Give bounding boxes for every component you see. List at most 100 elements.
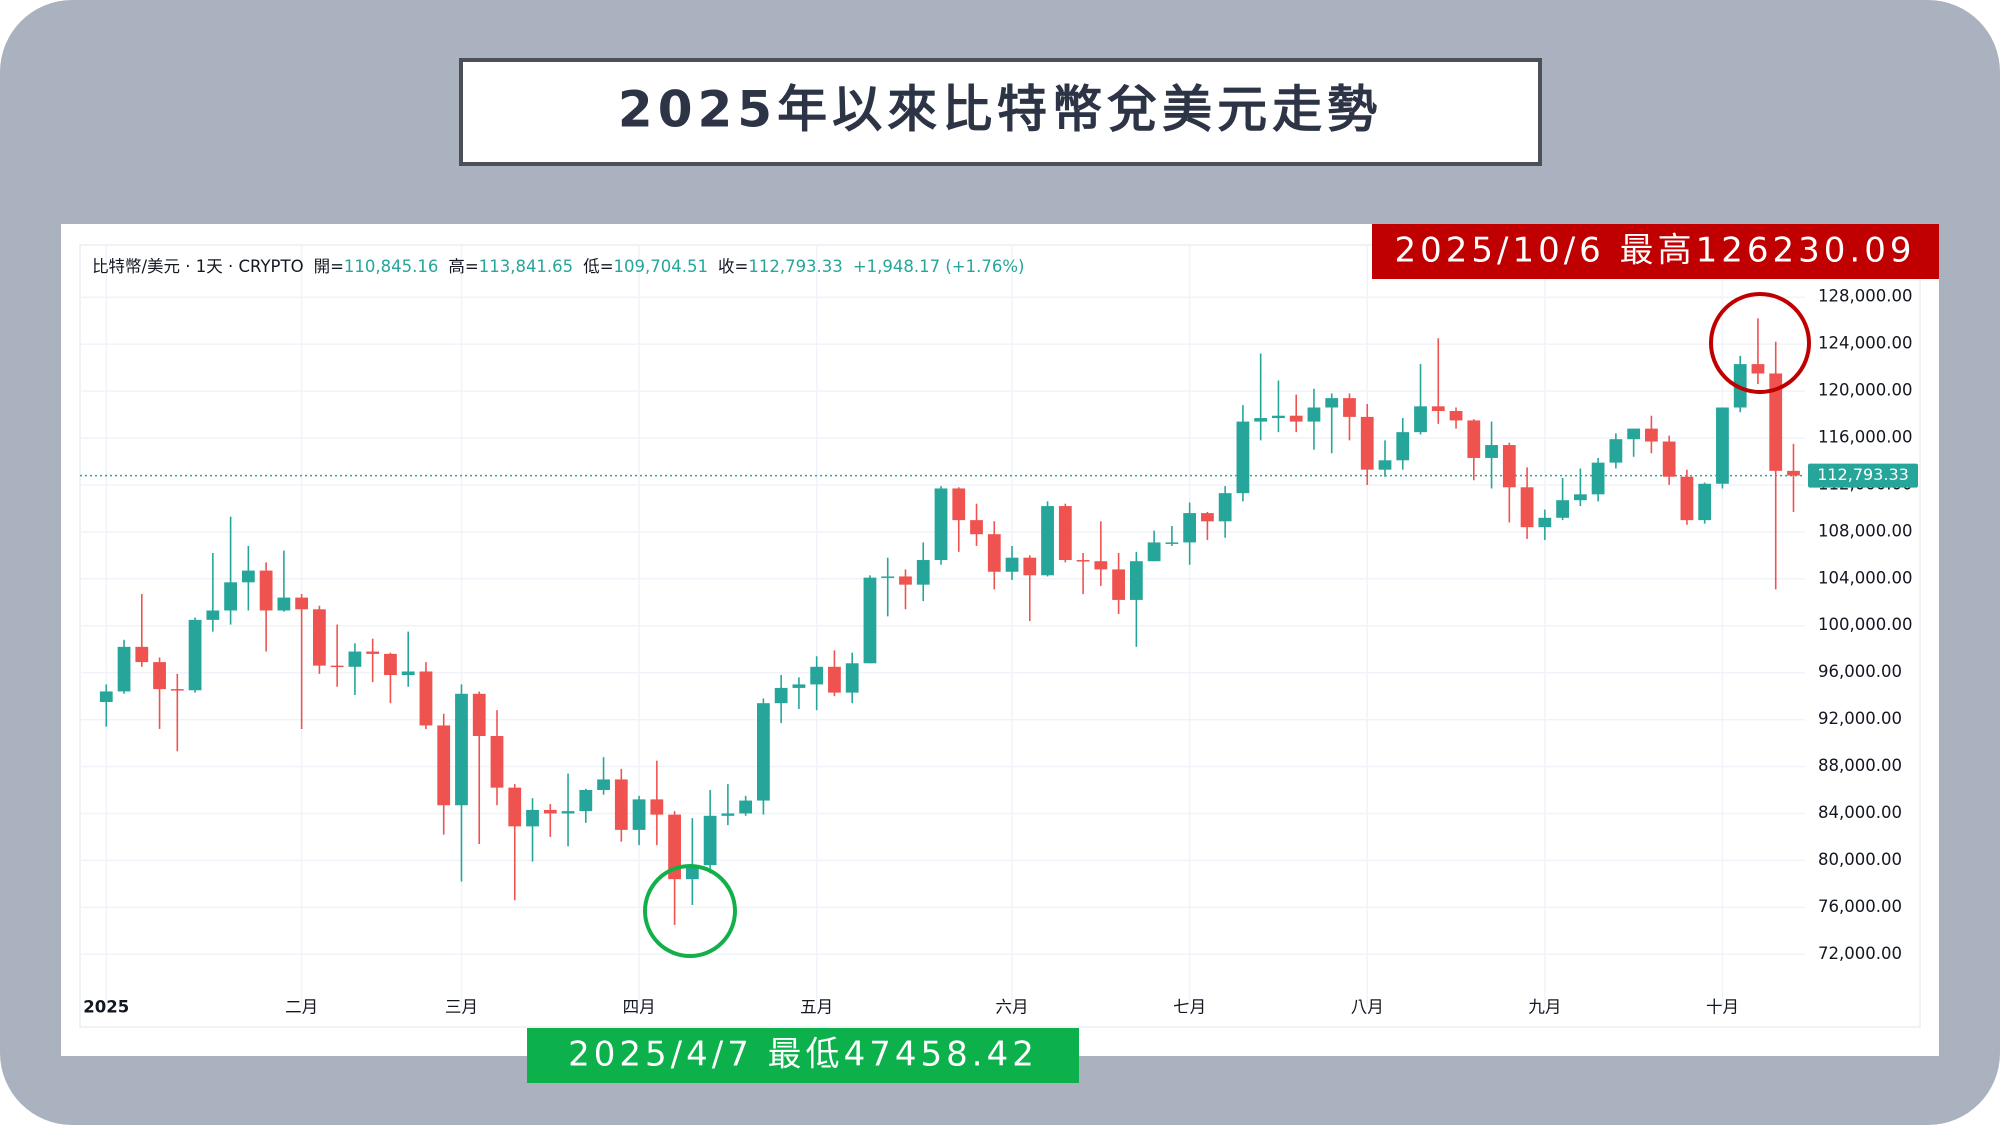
title: 2025年以來比特幣兌美元走勢 <box>618 81 1382 139</box>
candle-body <box>1360 416 1374 470</box>
legend-label: 開= <box>314 257 344 276</box>
low-annotation: 2025/4/7 最低47458.42 <box>568 1035 1038 1075</box>
candle-body <box>384 653 397 676</box>
chart-panel <box>61 224 1939 1056</box>
x-tick-label: 2025 <box>83 998 129 1017</box>
y-tick-label: 116,000.00 <box>1818 428 1912 447</box>
candle-body <box>472 693 486 737</box>
candle-body <box>490 736 504 788</box>
candle-body <box>1556 500 1569 518</box>
candle-body <box>117 646 131 692</box>
candle-body <box>1751 364 1765 374</box>
candle-body <box>721 813 735 816</box>
candle-body <box>614 779 628 830</box>
candle-body <box>1573 494 1587 501</box>
candle-body <box>1716 407 1729 484</box>
candle-body <box>170 689 184 691</box>
high-annotation-box <box>1372 224 1939 279</box>
y-tick-label: 76,000.00 <box>1818 897 1902 916</box>
plot <box>80 245 1805 1007</box>
legend-change: +1,948.17 (+1.76%) <box>853 257 1025 276</box>
candle-body <box>1396 432 1410 461</box>
x-tick-label: 五月 <box>800 998 833 1017</box>
last-price-box <box>1808 463 1918 488</box>
plot-frame <box>79 244 1921 1028</box>
candle-body <box>685 865 699 880</box>
title-box <box>459 58 1542 166</box>
legend-value: 109,704.51 <box>614 257 708 276</box>
candle-body <box>135 646 149 663</box>
y-tick-label: 84,000.00 <box>1818 803 1902 822</box>
candle-body <box>99 691 113 702</box>
candle-body <box>1769 373 1783 471</box>
candle-body <box>1609 439 1623 463</box>
legend-value: 112,793.33 <box>748 257 842 276</box>
low-annotation-box <box>527 1028 1079 1083</box>
candle-body <box>1431 406 1445 412</box>
candle-body <box>1289 415 1303 422</box>
y-tick-label: 108,000.00 <box>1818 521 1912 540</box>
y-tick-label: 72,000.00 <box>1818 944 1902 963</box>
candle-body <box>632 799 646 830</box>
y-tick-label: 100,000.00 <box>1818 615 1912 634</box>
candle-body <box>419 671 433 726</box>
candle-body <box>1538 517 1552 528</box>
low-circle <box>643 864 737 958</box>
candle-body <box>1645 428 1658 442</box>
candle-body <box>1058 506 1072 561</box>
candle-body <box>313 609 326 666</box>
candle-body <box>1201 513 1214 522</box>
candle-body <box>1023 557 1037 576</box>
candle-body <box>1502 445 1516 488</box>
legend-value: 113,841.65 <box>479 257 573 276</box>
candle-body <box>1591 462 1605 495</box>
legend-value: 110,845.16 <box>344 257 438 276</box>
candle-body <box>1272 415 1285 419</box>
x-tick-label: 十月 <box>1706 998 1739 1017</box>
candle-body <box>1094 561 1108 570</box>
candle-body <box>241 570 255 583</box>
last-price-label: 112,793.33 <box>1817 465 1909 484</box>
y-tick-label: 80,000.00 <box>1818 850 1902 869</box>
legend: 比特幣/美元 · 1天 · CRYPTO 開=110,845.16 高=113,84… <box>92 257 1024 276</box>
candle-body <box>188 619 202 691</box>
x-tick-label: 四月 <box>623 998 656 1017</box>
candle-body <box>916 560 930 585</box>
candle-body <box>579 789 593 812</box>
y-tick-label: 124,000.00 <box>1818 334 1912 353</box>
candle-body <box>597 779 610 790</box>
candle-body <box>455 693 468 806</box>
candle-body <box>348 651 362 667</box>
candle-body <box>739 800 753 814</box>
candle-body <box>330 665 344 668</box>
x-tick-label: 二月 <box>285 998 318 1017</box>
candle-body <box>668 814 681 880</box>
candle-body <box>1414 406 1427 433</box>
candle-body <box>1041 506 1054 576</box>
candle-body <box>224 582 237 611</box>
candle-body <box>153 662 166 690</box>
candle-body <box>1787 470 1800 476</box>
candle-body <box>899 576 912 585</box>
candle-body <box>1378 460 1392 470</box>
candle-body <box>650 799 664 815</box>
candle-body <box>774 687 788 704</box>
candle-body <box>952 488 966 521</box>
candle-body <box>863 577 877 664</box>
candle-body <box>1485 445 1498 458</box>
candle-body <box>1627 428 1641 440</box>
high-annotation: 2025/10/6 最高126230.09 <box>1394 231 1915 271</box>
candle-body <box>1076 560 1090 562</box>
candle-body <box>828 666 841 693</box>
candle-body <box>881 576 895 578</box>
legend-label: 高= <box>448 257 478 276</box>
candle-body <box>1112 569 1125 600</box>
y-tick-label: 92,000.00 <box>1818 709 1902 728</box>
candle-body <box>1520 487 1534 528</box>
candle-body <box>1218 493 1232 522</box>
y-tick-label: 88,000.00 <box>1818 756 1902 775</box>
candle-body <box>1449 411 1463 421</box>
candle-body <box>1343 398 1356 417</box>
